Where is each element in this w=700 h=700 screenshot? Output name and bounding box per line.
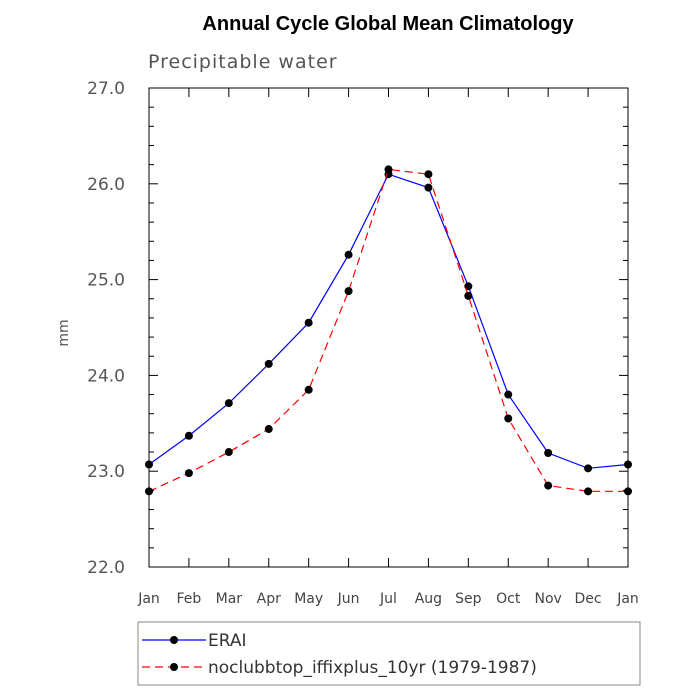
legend-box <box>137 621 641 686</box>
data-point <box>424 183 433 192</box>
legend-marker <box>170 636 178 644</box>
data-point <box>344 287 353 296</box>
x-tick-label: Dec <box>575 591 602 607</box>
data-point <box>344 250 353 259</box>
series-layer <box>145 165 632 496</box>
data-point <box>584 464 593 473</box>
data-point <box>464 291 473 300</box>
x-tick-label: Sep <box>455 591 482 607</box>
data-point <box>224 399 233 408</box>
axis-ticks <box>148 87 629 568</box>
data-point <box>145 487 153 496</box>
y-tick-label: 25.0 <box>87 271 125 291</box>
data-point <box>304 385 313 394</box>
data-point <box>384 165 393 174</box>
chart-subtitle: Precipitable water <box>148 51 338 73</box>
chart-title: Annual Cycle Global Mean Climatology <box>202 13 574 35</box>
data-point <box>584 487 593 496</box>
data-point <box>264 425 273 434</box>
x-tick-label: Jan <box>616 591 639 607</box>
data-point <box>304 318 313 327</box>
legend-label: noclubbtop_iffixplus_10yr (1979-1987) <box>208 658 537 678</box>
data-point <box>624 460 632 469</box>
legend-label: ERAI <box>208 631 247 651</box>
x-tick-label: Jan <box>137 591 160 607</box>
x-tick-label: Mar <box>216 591 243 607</box>
data-point <box>145 460 153 469</box>
x-tick-label: Jul <box>379 591 397 607</box>
series-line-2 <box>148 168 628 492</box>
y-tick-label: 26.0 <box>87 175 125 195</box>
x-tick-label: May <box>294 591 323 607</box>
y-tick-labels: 22.0 23.0 24.0 25.0 26.0 27.0 <box>87 79 125 578</box>
x-tick-label: Jun <box>337 591 360 607</box>
y-tick-label: 27.0 <box>87 79 125 99</box>
legend: ERAI noclubbtop_iffixplus_10yr (1979-1987… <box>142 631 537 678</box>
y-tick-label: 23.0 <box>87 462 125 482</box>
data-point <box>264 359 273 368</box>
data-point <box>624 487 632 496</box>
x-tick-label: Apr <box>257 591 281 607</box>
data-point <box>504 414 513 423</box>
x-tick-label: Feb <box>177 591 202 607</box>
data-point <box>184 431 193 440</box>
legend-marker <box>170 663 178 671</box>
x-tick-label: Oct <box>496 591 521 607</box>
y-tick-label: 22.0 <box>87 558 125 578</box>
x-tick-labels: Jan Feb Mar Apr May Jun Jul Aug Sep Oct Nov Dec Jan <box>137 591 639 607</box>
data-point <box>184 469 193 478</box>
plot-frame <box>148 87 629 568</box>
data-point <box>544 448 553 457</box>
data-point <box>424 170 433 179</box>
x-tick-label: Nov <box>535 591 562 607</box>
data-point <box>544 481 553 490</box>
x-tick-label: Aug <box>415 591 442 607</box>
y-tick-label: 24.0 <box>87 366 125 386</box>
data-point <box>504 390 513 399</box>
y-axis-label: mm <box>56 319 72 346</box>
data-point <box>224 448 233 457</box>
series-line-1 <box>148 173 629 469</box>
